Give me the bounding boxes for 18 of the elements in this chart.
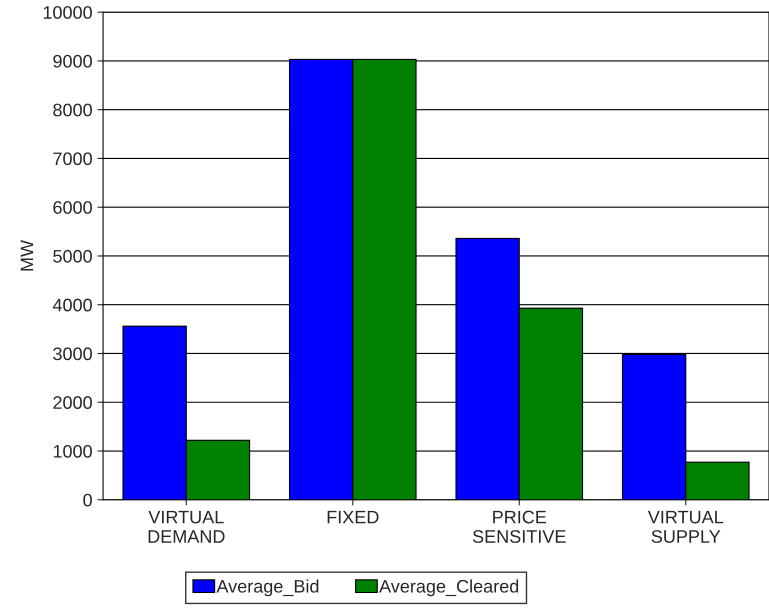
legend-label: Average_Cleared <box>379 579 518 596</box>
y-tick-label: 5000 <box>53 250 92 263</box>
y-tick-label: 7000 <box>53 152 92 166</box>
y-tick-label: 0 <box>83 494 92 506</box>
legend-label: Average_Bid <box>216 579 318 596</box>
x-tick-label: FIXED <box>328 510 378 524</box>
y-axis-title: MW <box>20 240 34 271</box>
x-tick-label: PRICE SENSITIVE <box>472 510 566 543</box>
x-tick-label: VIRTUAL SUPPLY <box>648 510 724 543</box>
y-tick-label: 1000 <box>54 444 92 458</box>
y-tick-label: 2000 <box>53 396 92 409</box>
y-tick-label: 6000 <box>53 201 92 214</box>
y-tick-label: 8000 <box>53 104 92 116</box>
x-tick-label: VIRTUAL DEMAND <box>148 510 225 543</box>
y-tick-label: 9000 <box>53 54 92 68</box>
y-tick-label: 4000 <box>52 298 92 312</box>
y-tick-label: 3000 <box>53 347 92 360</box>
y-tick-label: 10000 <box>44 6 92 19</box>
